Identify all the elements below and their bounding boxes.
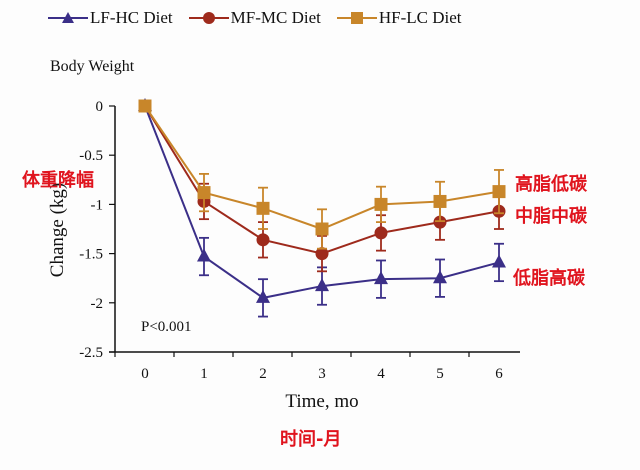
data-point bbox=[138, 99, 152, 113]
square-marker-icon bbox=[336, 12, 377, 24]
data-point bbox=[256, 233, 270, 247]
series-hf-lc-diet bbox=[138, 99, 506, 250]
y-axis-title: Change (kg) bbox=[47, 183, 68, 277]
legend-label: MF-MC Diet bbox=[230, 8, 321, 27]
x-tick-label: 5 bbox=[436, 366, 444, 382]
series-layer bbox=[138, 98, 506, 318]
x-axis-title: Time, mo bbox=[285, 391, 358, 412]
data-point bbox=[256, 201, 270, 215]
series-lf-hc-diet bbox=[138, 98, 506, 318]
cn-label-hf-lc: 高脂低碳 bbox=[515, 174, 587, 195]
y-tick-label: -2.5 bbox=[79, 345, 103, 361]
legend-label: HF-LC Diet bbox=[378, 8, 462, 27]
data-point bbox=[374, 197, 388, 211]
legend-item-hf-lc: HF-LC Diet bbox=[336, 8, 462, 28]
x-tick-label: 0 bbox=[141, 366, 149, 382]
legend-item-mf-mc: MF-MC Diet bbox=[188, 8, 321, 28]
x-tick-label: 2 bbox=[259, 366, 267, 382]
data-point bbox=[492, 185, 506, 199]
legend: LF-HC Diet MF-MC Diet HF-LC Diet bbox=[48, 8, 462, 28]
data-point bbox=[433, 194, 447, 208]
data-point bbox=[492, 254, 506, 268]
y-tick-label: -1 bbox=[91, 197, 104, 213]
cn-xaxis-label: 时间-月 bbox=[280, 429, 342, 450]
y-tick-label: -0.5 bbox=[79, 148, 103, 164]
triangle-marker-icon bbox=[48, 12, 88, 23]
cn-label-mf-mc: 中脂中碳 bbox=[515, 206, 587, 227]
data-point bbox=[374, 226, 388, 240]
x-tick-label: 6 bbox=[495, 366, 503, 382]
data-point bbox=[433, 215, 447, 229]
data-point bbox=[374, 271, 388, 285]
y-tick-label: -1.5 bbox=[79, 247, 103, 263]
chart-title: Body Weight bbox=[50, 58, 135, 75]
legend-label: LF-HC Diet bbox=[90, 8, 173, 27]
data-point bbox=[433, 270, 447, 284]
x-tick-label: 4 bbox=[377, 366, 385, 382]
data-point bbox=[315, 278, 329, 292]
data-point bbox=[197, 248, 211, 262]
data-point bbox=[256, 289, 270, 303]
circle-marker-icon bbox=[188, 12, 229, 24]
x-tick-label: 3 bbox=[318, 366, 326, 382]
data-point bbox=[315, 222, 329, 236]
y-tick-label: 0 bbox=[96, 99, 104, 115]
legend-item-lf-hc: LF-HC Diet bbox=[48, 8, 173, 28]
axes: 0 -0.5 -1 -1.5 -2 -2.5 0 1 2 3 4 5 6 bbox=[79, 99, 520, 382]
y-tick-label: -2 bbox=[91, 296, 104, 312]
p-value-annotation: P<0.001 bbox=[141, 319, 192, 335]
data-point bbox=[315, 247, 329, 261]
cn-yaxis-label: 体重降幅 bbox=[22, 170, 94, 191]
x-tick-label: 1 bbox=[200, 366, 208, 382]
cn-label-lf-hc: 低脂高碳 bbox=[513, 268, 585, 289]
data-point bbox=[197, 186, 211, 200]
